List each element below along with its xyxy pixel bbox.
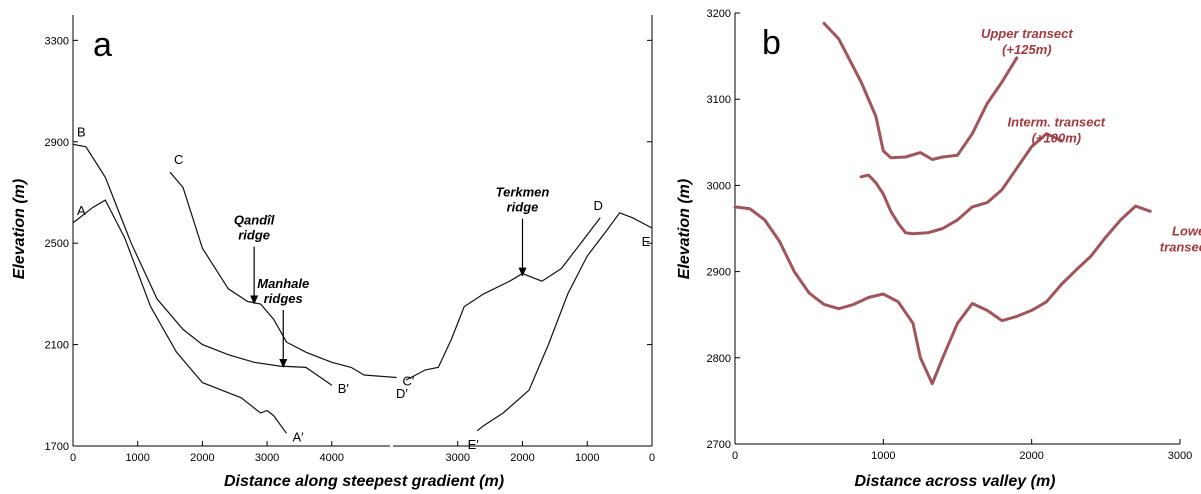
panel-a-xtick-label: 2000 xyxy=(510,452,534,464)
panel-a-xtick-label: 0 xyxy=(649,452,655,464)
ridge-annotation: Manhale ridges xyxy=(257,276,309,306)
profile-start-label: C xyxy=(174,152,183,167)
profile-start-label: A xyxy=(77,203,86,218)
annotation-arrowhead xyxy=(250,295,259,305)
profile-start-label: D′ xyxy=(396,386,408,401)
transect-label: Interm. transect (+100m) xyxy=(1008,115,1106,146)
panel-b-xtick-label: 3000 xyxy=(1168,450,1192,462)
panel-a-xtick-label: 4000 xyxy=(320,452,344,464)
profile-line xyxy=(476,212,653,432)
valley-transect-line xyxy=(733,204,1152,386)
panel-a-ytick-label: 2500 xyxy=(45,238,69,250)
ridge-annotation: Qandîl ridge xyxy=(234,213,275,243)
panel-a-xtick-label: 1000 xyxy=(125,452,149,464)
panel-b-ytick-label: 2800 xyxy=(707,353,731,365)
annotation-arrowhead xyxy=(279,358,288,368)
panel-a-ylabel: Elevation (m) xyxy=(11,179,28,279)
panel-b-ytick-label: 3000 xyxy=(707,180,731,192)
panel-a-xtick-label: 3000 xyxy=(446,452,470,464)
transect-label: Upper transect (+125m) xyxy=(981,26,1073,57)
panel-b-xtick-label: 0 xyxy=(732,450,738,462)
panel-a-xtick-label: 1000 xyxy=(575,452,599,464)
panel-b-letter: b xyxy=(762,24,781,62)
panel-a-xtick-label: 2000 xyxy=(190,452,214,464)
panel-a-xtick-label: 3000 xyxy=(255,452,279,464)
panel-b-xtick-label: 2000 xyxy=(1019,450,1043,462)
panel-a-letter: a xyxy=(93,26,112,64)
ridge-annotation: Terkmen ridge xyxy=(496,185,550,215)
profile-end-label: B′ xyxy=(338,381,350,396)
valley-transect-line xyxy=(859,132,1063,236)
annotation-arrowhead xyxy=(518,267,527,277)
panel-a-ytick-label: 3300 xyxy=(45,35,69,47)
panel-a-xlabel: Distance along steepest gradient (m) xyxy=(224,473,504,490)
profile-end-label: A′ xyxy=(292,429,304,444)
profile-line xyxy=(405,217,601,381)
profile-start-label: B xyxy=(77,124,86,139)
panel-b: b 2700 2800 2900 3000 3100 3200 0 1000 2000 3000… xyxy=(676,8,1201,490)
panel-a-ytick-label: 2900 xyxy=(45,137,69,149)
panel-b-ytick-label: 3100 xyxy=(707,94,731,106)
panel-b-ytick-label: 3200 xyxy=(707,8,731,20)
panel-a-ytick-label: 2100 xyxy=(45,340,69,352)
panel-b-ylabel: Elevation (m) xyxy=(676,179,693,279)
transect-label: Lowertransect xyxy=(1160,223,1201,254)
panel-a-xtick-label: 0 xyxy=(70,452,76,464)
panel-a-ytick-label: 1700 xyxy=(45,441,69,453)
valley-transect-line xyxy=(822,21,1019,161)
profile-line xyxy=(72,143,333,386)
panel-b-xlabel: Distance across valley (m) xyxy=(855,473,1056,490)
profile-line xyxy=(169,171,397,379)
panel-b-ytick-label: 2900 xyxy=(707,267,731,279)
profile-line xyxy=(72,199,287,434)
panel-a: a 1700 2100 2500 2900 3300 0 1000 2000 3000 4000… xyxy=(11,15,655,490)
profile-end-label: D xyxy=(594,198,603,213)
panel-b-ytick-label: 2700 xyxy=(707,439,731,451)
profile-end-label: E xyxy=(642,234,651,249)
profile-start-label: E′ xyxy=(468,437,480,452)
panel-b-xtick-label: 1000 xyxy=(871,450,895,462)
